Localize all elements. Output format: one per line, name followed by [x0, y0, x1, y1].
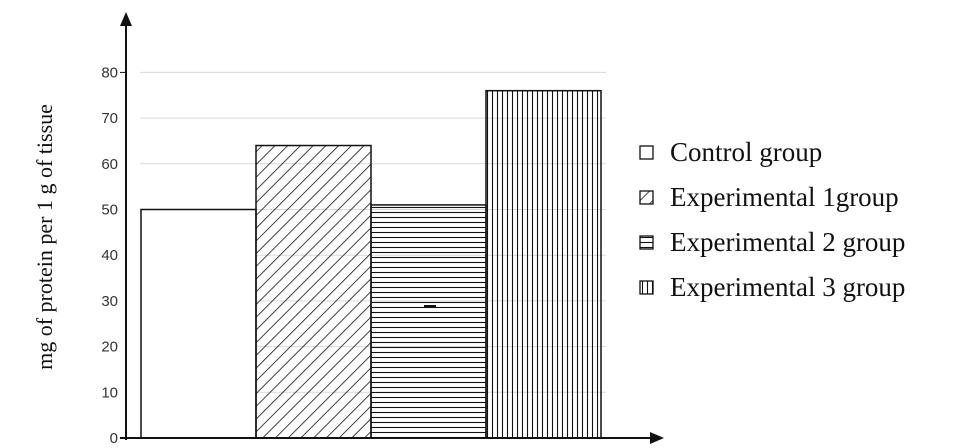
- bar: [485, 89, 602, 439]
- legend-swatch: [639, 145, 654, 160]
- y-tick-label: 20: [101, 339, 118, 356]
- legend: Control group Experimental 1group Experime…: [639, 137, 905, 302]
- legend-swatch: [639, 190, 654, 205]
- bar: [140, 208, 257, 439]
- y-tick-label: 40: [101, 247, 118, 264]
- bar: [370, 204, 487, 439]
- y-tick-label: 0: [110, 430, 118, 447]
- y-tick-label: 70: [101, 110, 118, 127]
- y-tick-label: 30: [101, 293, 118, 310]
- y-tick-labels: 0 10 20 30 40 50 60 70 80: [101, 64, 118, 447]
- legend-swatch: [639, 235, 654, 250]
- y-tick-label: 80: [101, 64, 118, 81]
- axes: [120, 12, 664, 444]
- legend-label: Experimental 3 group: [670, 272, 905, 302]
- legend-label: Experimental 2 group: [670, 227, 905, 257]
- legend-swatch: [639, 280, 654, 295]
- bars: [140, 89, 602, 439]
- y-tick-label: 10: [101, 384, 118, 401]
- y-tick-label: 60: [101, 156, 118, 173]
- y-tick-label: 50: [101, 202, 118, 219]
- legend-label: Control group: [670, 137, 822, 167]
- legend-label: Experimental 1group: [670, 182, 899, 212]
- y-axis-arrow: [120, 12, 132, 26]
- y-axis-label: mg of protein per 1 g of tissue: [32, 104, 57, 370]
- x-axis-arrow: [650, 432, 664, 444]
- bar: [255, 144, 372, 439]
